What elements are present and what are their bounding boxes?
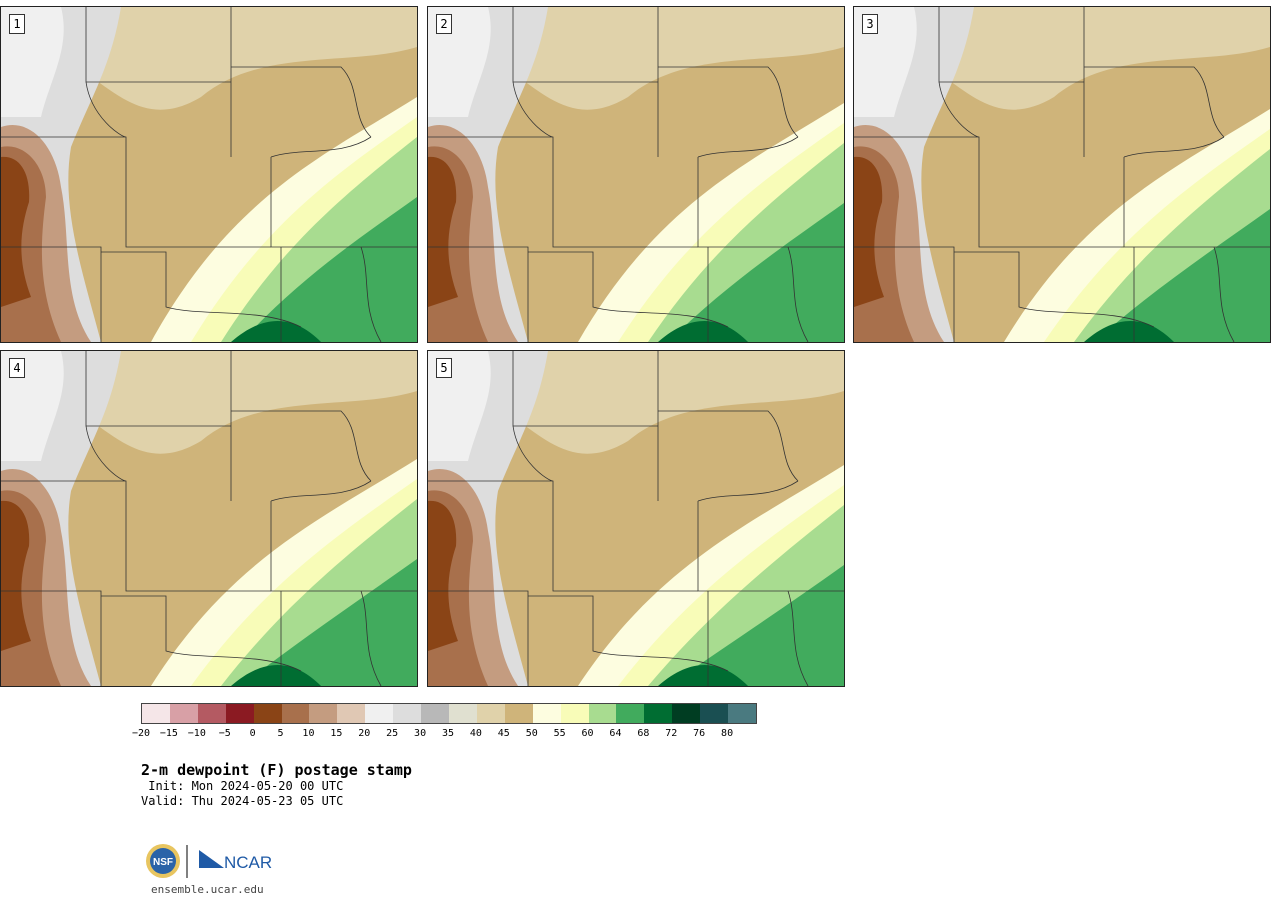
map-panel: 5 bbox=[427, 350, 845, 687]
colorbar-tick-label: 80 bbox=[721, 728, 734, 739]
map-panel: 1 bbox=[0, 6, 418, 343]
colorbar-swatch bbox=[281, 704, 310, 723]
colorbar-tick-label: 76 bbox=[693, 728, 706, 739]
colorbar-tick-label: 30 bbox=[414, 728, 427, 739]
colorbar-tick-label: 0 bbox=[249, 728, 256, 739]
colorbar-swatch bbox=[309, 704, 338, 723]
colorbar-tick-label: 68 bbox=[637, 728, 650, 739]
colorbar-swatch bbox=[197, 704, 226, 723]
colorbar-swatch bbox=[532, 704, 561, 723]
colorbar-swatch bbox=[644, 704, 673, 723]
colorbar-swatch bbox=[169, 704, 198, 723]
colorbar-swatch bbox=[728, 704, 756, 723]
ncar-logo-text: NCAR bbox=[224, 853, 272, 872]
colorbar-swatch bbox=[672, 704, 701, 723]
colorbar-swatch bbox=[225, 704, 254, 723]
colorbar-swatch bbox=[588, 704, 617, 723]
panel-number: 5 bbox=[436, 358, 452, 378]
panel-number: 1 bbox=[9, 14, 25, 34]
site-url: ensemble.ucar.edu bbox=[151, 883, 264, 896]
colorbar-tick-label: 15 bbox=[330, 728, 343, 739]
colorbar-tick-labels: −20 −15 −10 −5 0 5 10 15 20 25 30 35 40 45 50 55 60 64 68 7… bbox=[132, 728, 755, 742]
colorbar-swatch bbox=[504, 704, 533, 723]
map-panel: 2 bbox=[427, 6, 845, 343]
colorbar-tick-label: 40 bbox=[469, 728, 482, 739]
colorbar-tick-label: 50 bbox=[525, 728, 538, 739]
panel-number: 2 bbox=[436, 14, 452, 34]
colorbar-swatch bbox=[560, 704, 589, 723]
colorbar-tick-label: 10 bbox=[302, 728, 315, 739]
colorbar-swatch bbox=[476, 704, 505, 723]
colorbar bbox=[141, 703, 757, 724]
panel-number: 4 bbox=[9, 358, 25, 378]
colorbar-swatch bbox=[365, 704, 394, 723]
colorbar-tick-label: −5 bbox=[218, 728, 231, 739]
colorbar-swatch bbox=[337, 704, 366, 723]
colorbar-swatch bbox=[421, 704, 449, 723]
valid-time: Valid: Thu 2024-05-23 05 UTC bbox=[141, 794, 344, 808]
colorbar-tick-label: −10 bbox=[187, 728, 206, 739]
colorbar-swatch bbox=[393, 704, 422, 723]
colorbar-tick-label: 45 bbox=[497, 728, 510, 739]
colorbar-tick-label: 35 bbox=[441, 728, 455, 739]
map-panel: 4 bbox=[0, 350, 418, 687]
colorbar-tick-label: 25 bbox=[386, 728, 399, 739]
nsf-logo-text: NSF bbox=[153, 857, 173, 868]
colorbar-swatch bbox=[700, 704, 729, 723]
logos: NSF NCAR bbox=[144, 842, 284, 882]
colorbar-swatch bbox=[448, 704, 477, 723]
panel-number: 3 bbox=[862, 14, 878, 34]
colorbar-tick-label: 55 bbox=[553, 728, 566, 739]
colorbar-tick-label: 5 bbox=[277, 728, 284, 739]
figure-title: 2-m dewpoint (F) postage stamp bbox=[141, 761, 412, 779]
colorbar-tick-label: −15 bbox=[159, 728, 178, 739]
map-panel: 3 bbox=[853, 6, 1271, 343]
colorbar-swatch bbox=[142, 704, 170, 723]
colorbar-tick-label: 60 bbox=[581, 728, 594, 739]
init-time: Init: Mon 2024-05-20 00 UTC bbox=[141, 779, 344, 793]
colorbar-swatch bbox=[616, 704, 645, 723]
colorbar-swatch bbox=[253, 704, 282, 723]
nsf-logo: NSF bbox=[146, 844, 180, 878]
colorbar-tick-label: 20 bbox=[358, 728, 371, 739]
ncar-logo: NCAR bbox=[199, 850, 272, 872]
colorbar-tick-label: −20 bbox=[131, 728, 151, 739]
colorbar-tick-label: 64 bbox=[609, 728, 622, 739]
colorbar-tick-label: 72 bbox=[665, 728, 678, 739]
